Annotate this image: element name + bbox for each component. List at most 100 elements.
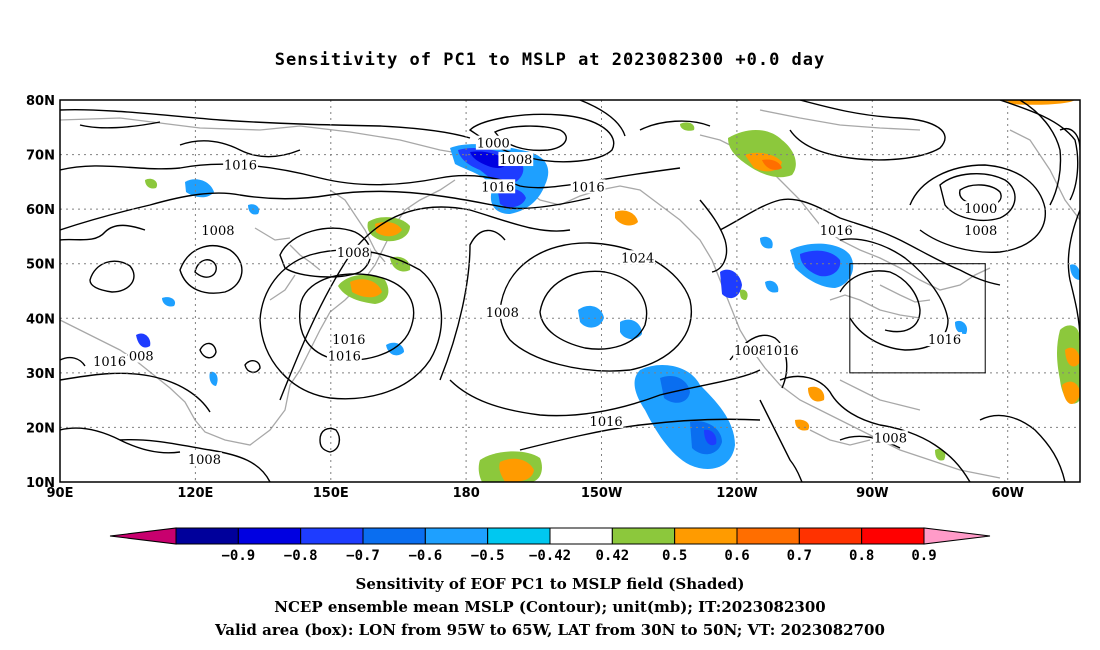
lat-tick-label: 80N bbox=[26, 94, 55, 109]
colorbar-tick-label: −0.42 bbox=[529, 548, 571, 564]
lat-tick-label: 70N bbox=[26, 149, 55, 164]
contour-label-bg bbox=[331, 332, 367, 347]
contour-label: 1016 bbox=[224, 158, 257, 173]
lon-tick-label: 120E bbox=[177, 486, 213, 501]
colorbar-tick-label: 0.6 bbox=[724, 548, 749, 564]
lat-tick-label: 60N bbox=[26, 203, 55, 218]
colorbar-segment bbox=[798, 527, 863, 545]
colorbar-segment bbox=[362, 527, 426, 545]
contour-label: 1016 bbox=[766, 344, 799, 359]
lon-tick-label: 90E bbox=[47, 486, 74, 501]
colorbar: −0.9 −0.8 −0.7 −0.6 −0.5 −0.42 0.42 0.5 0.6 0.7 0.… bbox=[109, 527, 991, 564]
colorbar-segment bbox=[424, 527, 489, 545]
contour-label-bg bbox=[484, 304, 520, 319]
lon-tick-label: 180 bbox=[453, 486, 480, 501]
contour-label-bg bbox=[335, 244, 371, 259]
contour-label-bg bbox=[223, 157, 258, 172]
contour-label: 1024 bbox=[621, 251, 654, 266]
contour-label-bg bbox=[733, 343, 768, 358]
contour-label-bg bbox=[963, 201, 999, 216]
contour-label: 1016 bbox=[93, 355, 126, 370]
colorbar-segment bbox=[300, 527, 364, 545]
contour-label: 1008 bbox=[188, 453, 221, 468]
colorbar-segment bbox=[549, 527, 613, 545]
colorbar-max-arrow bbox=[923, 527, 991, 545]
lon-tick-label: 90W bbox=[856, 486, 888, 501]
colorbar-tick-label: −0.6 bbox=[408, 548, 442, 564]
colorbar-segment bbox=[237, 527, 302, 545]
colorbar-tick-label: 0.7 bbox=[787, 548, 812, 564]
contour-label-bg bbox=[620, 250, 656, 265]
contour-label-bg bbox=[764, 343, 800, 358]
mslp-contours bbox=[60, 100, 1080, 482]
contour-label: 1008 bbox=[486, 306, 519, 321]
colorbar-tick-label: 0.5 bbox=[662, 548, 687, 564]
contour-label-bg bbox=[818, 222, 854, 237]
caption-shaded-field: Sensitivity of EOF PC1 to MSLP field (Sh… bbox=[355, 575, 745, 593]
contour-label-bg bbox=[498, 152, 534, 167]
colorbar-segment bbox=[861, 527, 925, 545]
colorbar-segment bbox=[674, 527, 738, 545]
colorbar-tick-label: −0.8 bbox=[284, 548, 318, 564]
contour-label: 1016 bbox=[481, 180, 514, 195]
longitude-axis-labels: 90E 120E 150E 180 150W 120W 90W 60W bbox=[47, 486, 1024, 501]
contour-label: 1008 bbox=[499, 153, 532, 168]
caption-contour-field: NCEP ensemble mean MSLP (Contour); unit(… bbox=[274, 598, 826, 616]
contour-label-bg bbox=[475, 135, 511, 150]
contour-label: 1016 bbox=[820, 224, 853, 239]
colorbar-segment bbox=[487, 527, 551, 545]
contour-label-bg bbox=[588, 413, 624, 428]
contour-label: 1016 bbox=[572, 180, 605, 195]
contour-label-bg bbox=[326, 348, 362, 363]
map-background bbox=[60, 100, 1080, 482]
contour-label-bg bbox=[200, 222, 236, 237]
latitude-axis-labels: 80N 70N 60N 50N 40N 30N 20N 10N bbox=[26, 94, 55, 491]
colorbar-min-arrow bbox=[109, 527, 177, 545]
chart-title: Sensitivity of PC1 to MSLP at 2023082300… bbox=[274, 50, 826, 70]
contour-label-bg bbox=[873, 430, 908, 445]
contour-label-bg bbox=[480, 179, 516, 194]
contour-label-bg bbox=[963, 222, 999, 237]
contour-label-bg bbox=[127, 348, 155, 363]
validation-area-box bbox=[849, 263, 986, 374]
contour-label: 1016 bbox=[328, 349, 361, 364]
contour-label-bg bbox=[187, 452, 222, 467]
colorbar-tick-label: −0.9 bbox=[221, 548, 255, 564]
colorbar-tick-label: 0.42 bbox=[595, 548, 629, 564]
colorbar-tick-label: −0.5 bbox=[471, 548, 505, 564]
contour-label: 1008 bbox=[337, 246, 370, 261]
lat-tick-label: 20N bbox=[26, 421, 55, 436]
contour-label-bg bbox=[92, 353, 128, 368]
colorbar-tick-label: 0.8 bbox=[849, 548, 874, 564]
contour-label: 1008 bbox=[874, 431, 907, 446]
lat-tick-label: 10N bbox=[26, 476, 55, 491]
map-frame bbox=[59, 99, 1081, 483]
colorbar-segment bbox=[736, 527, 800, 545]
lon-tick-label: 150E bbox=[313, 486, 349, 501]
contour-label: 008 bbox=[129, 349, 154, 364]
coastlines bbox=[60, 109, 1080, 479]
contour-label: 1016 bbox=[332, 333, 365, 348]
contour-label: 1016 bbox=[928, 333, 961, 348]
lat-tick-label: 40N bbox=[26, 312, 55, 327]
lon-tick-label: 150W bbox=[581, 486, 622, 501]
contour-label: 1008 bbox=[964, 224, 997, 239]
colorbar-segment bbox=[175, 527, 239, 545]
colorbar-segment bbox=[611, 527, 676, 545]
contour-label: 1000 bbox=[477, 137, 510, 152]
lat-tick-label: 50N bbox=[26, 258, 55, 273]
colorbar-tick-label: −0.7 bbox=[346, 548, 380, 564]
colorbar-tick-label: 0.9 bbox=[911, 548, 936, 564]
contour-label: 1008 bbox=[734, 344, 767, 359]
contour-label: 1008 bbox=[201, 224, 234, 239]
lon-tick-label: 120W bbox=[716, 486, 757, 501]
lat-tick-label: 30N bbox=[26, 367, 55, 382]
contour-label-bg bbox=[570, 179, 606, 194]
lon-tick-label: 60W bbox=[992, 486, 1024, 501]
caption-valid-area: Valid area (box): LON from 95W to 65W, L… bbox=[215, 621, 885, 639]
contour-label-bg bbox=[927, 332, 963, 347]
contour-label: 1016 bbox=[590, 415, 623, 430]
contour-label: 1000 bbox=[964, 202, 997, 217]
